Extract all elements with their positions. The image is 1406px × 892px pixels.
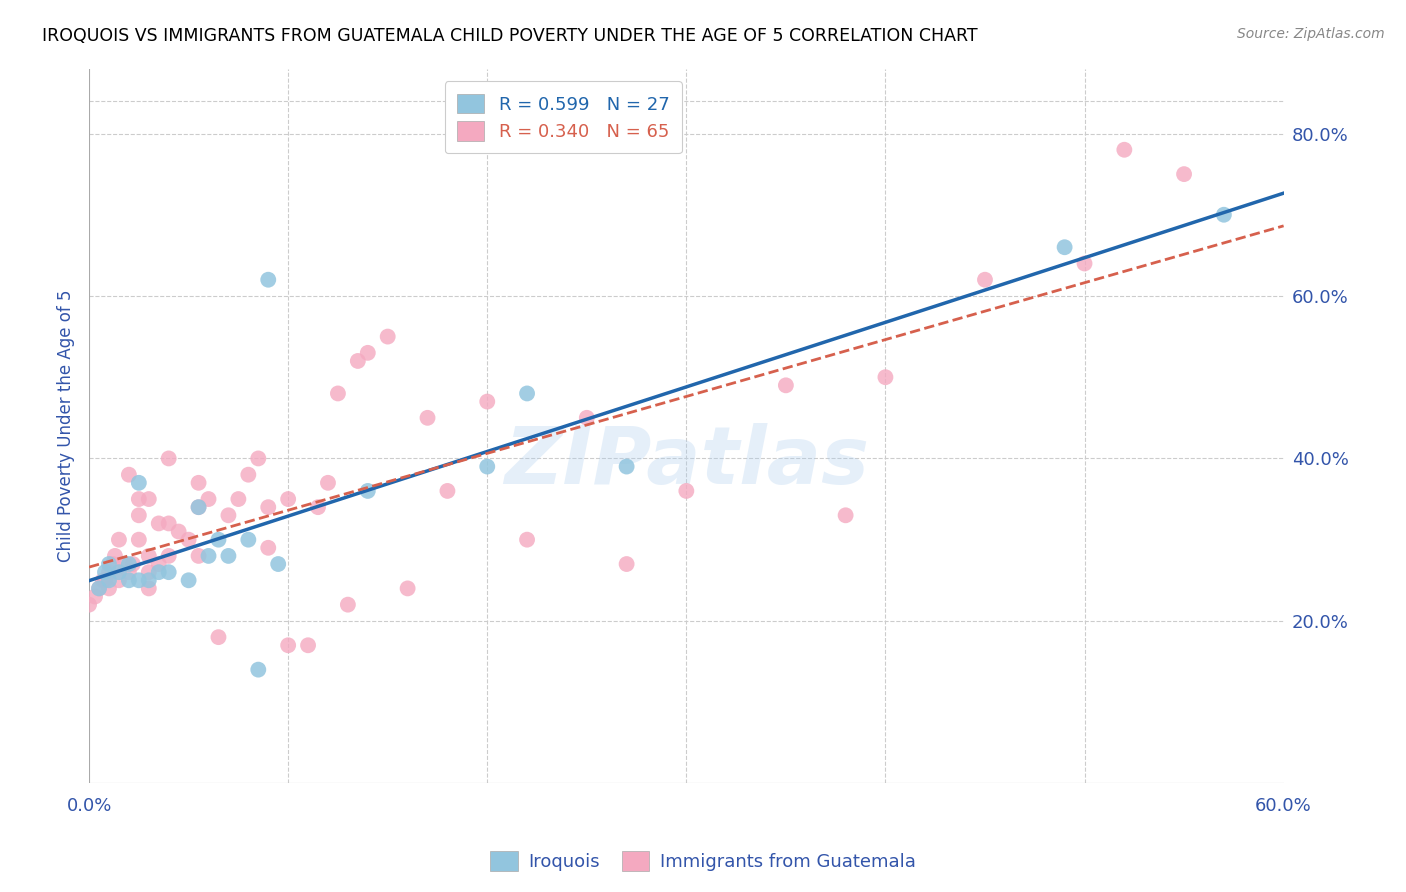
Point xyxy=(834,508,856,523)
Point xyxy=(177,533,200,547)
Point xyxy=(416,410,439,425)
Point xyxy=(138,549,160,563)
Point xyxy=(297,638,319,652)
Point xyxy=(775,378,797,392)
Point xyxy=(157,516,180,531)
Point xyxy=(98,565,121,579)
Point xyxy=(118,557,141,571)
Point xyxy=(436,483,458,498)
Point xyxy=(357,346,380,360)
Point xyxy=(217,508,239,523)
Point xyxy=(228,491,250,506)
Point xyxy=(114,557,136,571)
Point xyxy=(157,549,180,563)
Point xyxy=(138,565,160,579)
Point xyxy=(197,549,219,563)
Point xyxy=(974,273,997,287)
Point xyxy=(257,500,280,515)
Point xyxy=(98,557,121,571)
Point xyxy=(875,370,897,384)
Point xyxy=(197,491,219,506)
Point xyxy=(257,541,280,555)
Text: Source: ZipAtlas.com: Source: ZipAtlas.com xyxy=(1237,27,1385,41)
Legend: Iroquois, Immigrants from Guatemala: Iroquois, Immigrants from Guatemala xyxy=(484,844,922,879)
Point xyxy=(87,582,110,596)
Point xyxy=(247,451,270,466)
Point xyxy=(316,475,339,490)
Point xyxy=(87,582,110,596)
Point xyxy=(104,549,127,563)
Point xyxy=(1114,143,1136,157)
Point xyxy=(84,590,107,604)
Point xyxy=(167,524,190,539)
Point xyxy=(516,533,538,547)
Point xyxy=(477,394,499,409)
Point xyxy=(207,630,229,644)
Point xyxy=(122,557,145,571)
Point xyxy=(77,598,100,612)
Legend: R = 0.599   N = 27, R = 0.340   N = 65: R = 0.599 N = 27, R = 0.340 N = 65 xyxy=(444,81,682,153)
Point xyxy=(187,475,209,490)
Point xyxy=(1212,208,1234,222)
Point xyxy=(128,491,150,506)
Point xyxy=(108,565,131,579)
Point xyxy=(307,500,329,515)
Point xyxy=(138,574,160,588)
Point xyxy=(187,500,209,515)
Point xyxy=(616,557,638,571)
Point xyxy=(94,565,117,579)
Point xyxy=(207,533,229,547)
Point xyxy=(277,638,299,652)
Point xyxy=(138,491,160,506)
Point xyxy=(1053,240,1076,254)
Point xyxy=(128,475,150,490)
Point xyxy=(177,574,200,588)
Point xyxy=(128,508,150,523)
Point xyxy=(108,574,131,588)
Point xyxy=(118,574,141,588)
Text: ZIPatlas: ZIPatlas xyxy=(503,423,869,500)
Point xyxy=(675,483,697,498)
Point xyxy=(118,565,141,579)
Point xyxy=(347,354,370,368)
Point xyxy=(247,663,270,677)
Point xyxy=(326,386,349,401)
Point xyxy=(217,549,239,563)
Point xyxy=(396,582,419,596)
Point xyxy=(336,598,359,612)
Point xyxy=(157,565,180,579)
Point xyxy=(357,483,380,498)
Point xyxy=(128,574,150,588)
Point xyxy=(148,565,170,579)
Point xyxy=(187,549,209,563)
Point xyxy=(377,329,399,343)
Point xyxy=(257,273,280,287)
Point xyxy=(128,533,150,547)
Point xyxy=(91,574,114,588)
Point xyxy=(98,574,121,588)
Y-axis label: Child Poverty Under the Age of 5: Child Poverty Under the Age of 5 xyxy=(58,290,75,562)
Point xyxy=(138,582,160,596)
Point xyxy=(616,459,638,474)
Point xyxy=(238,533,260,547)
Point xyxy=(187,500,209,515)
Point xyxy=(118,467,141,482)
Point xyxy=(516,386,538,401)
Point xyxy=(238,467,260,482)
Point xyxy=(1073,256,1095,270)
Point xyxy=(157,451,180,466)
Point xyxy=(575,410,598,425)
Point xyxy=(277,491,299,506)
Point xyxy=(108,533,131,547)
Point xyxy=(98,582,121,596)
Point xyxy=(101,557,124,571)
Point xyxy=(267,557,290,571)
Point xyxy=(477,459,499,474)
Point xyxy=(94,574,117,588)
Point xyxy=(148,557,170,571)
Point xyxy=(148,516,170,531)
Point xyxy=(1173,167,1195,181)
Text: IROQUOIS VS IMMIGRANTS FROM GUATEMALA CHILD POVERTY UNDER THE AGE OF 5 CORRELATI: IROQUOIS VS IMMIGRANTS FROM GUATEMALA CH… xyxy=(42,27,977,45)
